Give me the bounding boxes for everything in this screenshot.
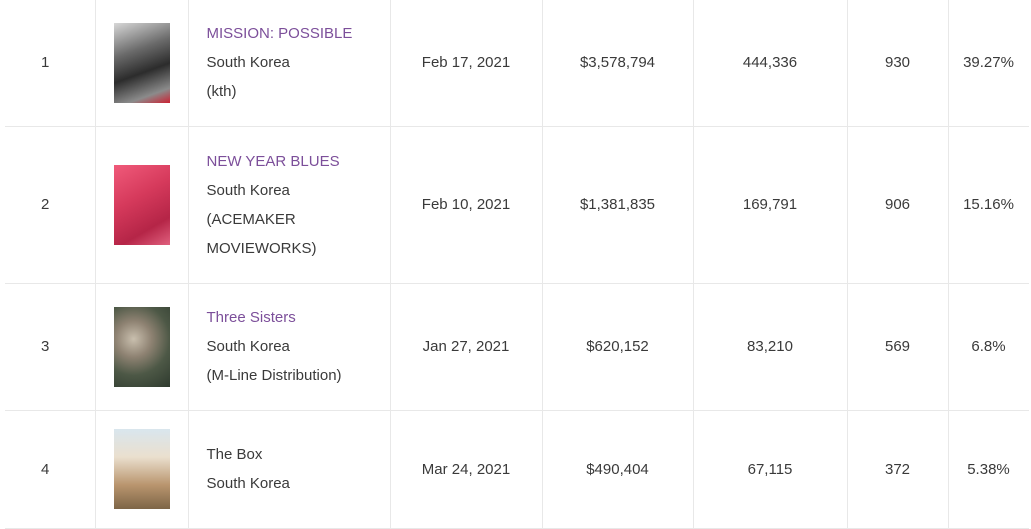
gross-amount: $1,381,835 [542, 126, 694, 284]
title-cell: MISSION: POSSIBLE South Korea (kth) [188, 0, 391, 127]
title-cell: Three Sisters South Korea (M-Line Distri… [188, 283, 391, 411]
gross-amount: $3,578,794 [542, 0, 694, 127]
movie-poster-image[interactable] [113, 429, 170, 509]
movie-country: South Korea [206, 181, 290, 199]
movie-title: The Box [206, 446, 263, 463]
table-row: 1 MISSION: POSSIBLE South Korea (kth) Fe… [5, 0, 1029, 127]
admissions-count: 169,791 [693, 126, 848, 284]
table-row: 4 The Box South Korea Mar 24, 2021 $490,… [5, 410, 1029, 529]
release-date: Feb 17, 2021 [390, 0, 543, 127]
market-share: 39.27% [948, 0, 1029, 127]
rank-cell: 1 [5, 0, 96, 127]
movie-title-link[interactable]: Three Sisters [206, 309, 296, 326]
movie-title-link[interactable]: MISSION: POSSIBLE [206, 25, 353, 43]
release-date: Jan 27, 2021 [390, 283, 543, 411]
screens-count: 906 [847, 126, 949, 284]
title-cell: NEW YEAR BLUES South Korea (ACEMAKER MOV… [188, 126, 391, 284]
market-share: 5.38% [948, 410, 1029, 529]
poster-cell [95, 126, 189, 284]
rank-cell: 4 [5, 410, 96, 529]
table-row: 3 Three Sisters South Korea (M-Line Dist… [5, 283, 1029, 411]
poster-cell [95, 283, 189, 411]
poster-cell [95, 410, 189, 529]
admissions-count: 444,336 [693, 0, 848, 127]
movie-title-link[interactable]: NEW YEAR BLUES [206, 152, 340, 170]
screens-count: 569 [847, 283, 949, 411]
screens-count: 372 [847, 410, 949, 529]
rank-cell: 2 [5, 126, 96, 284]
market-share: 6.8% [948, 283, 1029, 411]
movie-distributor: (M-Line Distribution) [206, 367, 342, 384]
screens-count: 930 [847, 0, 949, 127]
movie-poster-image[interactable] [113, 164, 170, 245]
title-cell: The Box South Korea [188, 410, 391, 529]
table-row: 2 NEW YEAR BLUES South Korea (ACEMAKER M… [5, 126, 1029, 284]
rank-cell: 3 [5, 283, 96, 411]
movie-country: South Korea [206, 475, 290, 492]
box-office-table: 1 MISSION: POSSIBLE South Korea (kth) Fe… [5, 0, 1029, 529]
movie-distributor-continued: MOVIEWORKS) [206, 239, 317, 257]
movie-distributor: (kth) [206, 83, 237, 101]
gross-amount: $490,404 [542, 410, 694, 529]
market-share: 15.16% [948, 126, 1029, 284]
movie-poster-image[interactable] [113, 306, 170, 387]
movie-poster-image[interactable] [113, 22, 170, 103]
poster-cell [95, 0, 189, 127]
release-date: Mar 24, 2021 [390, 410, 543, 529]
admissions-count: 83,210 [693, 283, 848, 411]
admissions-count: 67,115 [693, 410, 848, 529]
gross-amount: $620,152 [542, 283, 694, 411]
release-date: Feb 10, 2021 [390, 126, 543, 284]
movie-country: South Korea [206, 54, 290, 72]
movie-country: South Korea [206, 338, 290, 355]
movie-distributor: (ACEMAKER [206, 210, 296, 228]
